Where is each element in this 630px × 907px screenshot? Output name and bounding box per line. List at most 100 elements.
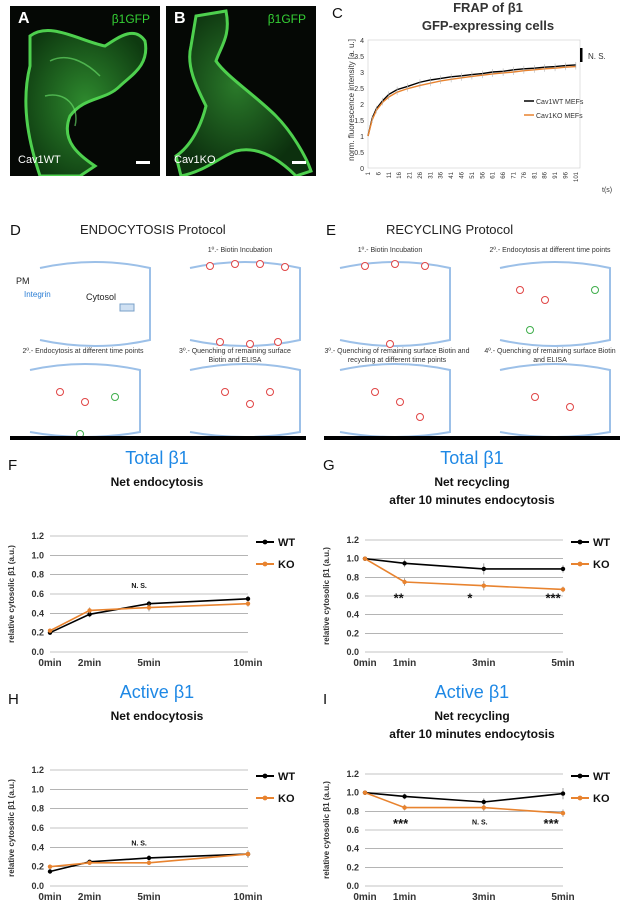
y-tick-label: 0.8 [346, 806, 359, 816]
frap-x-tick: 41 [449, 171, 455, 178]
endo-step-1: 1º.- Biotin Incubation [207, 247, 273, 254]
frap-ns-label: N. S. [588, 52, 606, 61]
chart-title: Net recycling [434, 475, 509, 489]
legend-marker-ko [577, 795, 583, 801]
x-tick-label: 0min [353, 892, 376, 903]
data-point-ko [481, 583, 486, 588]
legend-label-ko: Cav1KO MEFs [536, 113, 583, 120]
cell-diagram-rec-3 [499, 363, 611, 438]
data-point-wt [245, 596, 251, 602]
y-tick-label: 0.8 [31, 570, 44, 580]
frap-x-tick: 96 [563, 171, 569, 178]
y-tick-label: 1.2 [31, 531, 44, 541]
chart-subtitle: after 10 minutes endocytosis [389, 727, 555, 741]
frap-x-tick: 6 [376, 171, 382, 175]
data-point-wt [402, 794, 407, 799]
panel-letter-e: E [326, 222, 337, 239]
rec-step-1: 1º.- Biotin Incubation [357, 247, 423, 254]
y-tick-label: 0.2 [346, 628, 359, 638]
y-axis-label: relative cytosolic β1 (a.u.) [322, 781, 331, 879]
y-tick-label: 0.0 [31, 647, 44, 657]
cell-label-a: Cav1WT [18, 154, 61, 166]
chart-g: G Total β1 Net recycling after 10 minutes e… [322, 448, 610, 669]
rec-step-3: 3º.- Quenching of remaining surface Biot… [324, 348, 470, 364]
y-tick-label: 1.0 [346, 788, 359, 798]
series-line-ko [49, 602, 249, 632]
legend-label-wt: WT [278, 771, 295, 783]
data-point-ko [146, 860, 152, 865]
legend-label-wt: Cav1WT MEFs [536, 99, 584, 106]
x-tick-label: 2min [78, 892, 101, 903]
x-tick-label: 5min [137, 892, 160, 903]
data-point-ko [245, 601, 251, 606]
recycling-protocol-title: RECYCLING Protocol [386, 222, 514, 237]
frap-y-tick: 3 [360, 70, 364, 77]
panel-letter: F [8, 457, 17, 474]
section-divider-left [10, 436, 306, 440]
frap-y-tick: 1.5 [354, 118, 364, 125]
legend-marker-wt [577, 539, 583, 545]
frap-ns-bracket [580, 48, 583, 62]
data-point-wt [560, 566, 566, 572]
y-axis-label: relative cytosolic β1 (a.u.) [322, 547, 331, 645]
pm-label: PM [16, 276, 30, 286]
legend-marker-wt [262, 539, 268, 545]
frap-x-tick: 16 [397, 171, 403, 178]
legend-label-wt: WT [278, 537, 295, 549]
integrin-label: Integrin [24, 290, 51, 299]
marker-label-b: β1GFP [267, 12, 306, 26]
frap-x-tick: 1 [366, 171, 372, 175]
significance-annotation: *** [544, 816, 560, 831]
data-point-wt [481, 799, 486, 805]
frap-x-tick: 81 [532, 171, 538, 178]
y-tick-label: 0.8 [346, 572, 359, 582]
significance-annotation: * [467, 591, 473, 606]
y-tick-label: 0.4 [31, 608, 44, 618]
frap-y-tick: 1 [360, 134, 364, 141]
frap-x-tick: 21 [408, 171, 414, 178]
series-line-wt [49, 853, 249, 873]
data-point-ko [362, 790, 368, 795]
chart-title-top: Total β1 [125, 448, 188, 468]
micrograph-b: B β1GFP Cav1KO [166, 6, 316, 176]
series-line-ko [49, 853, 249, 868]
frap-y-tick: 0 [360, 166, 364, 173]
protocol-diagrams [29, 260, 611, 438]
y-tick-label: 0.6 [346, 825, 359, 835]
frap-x-tick: 76 [522, 171, 528, 178]
legend-marker-wt [262, 773, 268, 779]
frap-y-tick: 4 [360, 38, 364, 45]
panel-letter-c: C [332, 5, 343, 22]
frap-x-tick: 26 [418, 171, 424, 178]
data-point-ko [146, 605, 152, 610]
data-point-wt [47, 869, 53, 874]
cell-diagram-endo-2 [29, 363, 141, 438]
x-tick-label: 0min [38, 892, 61, 903]
y-tick-label: 0.2 [31, 628, 44, 638]
y-axis-label: relative cytosolic β1 (a.u.) [7, 545, 16, 643]
x-tick-label: 3min [472, 892, 495, 903]
cell-diagram-endo-1 [189, 260, 301, 348]
data-point-ko [362, 556, 368, 561]
series-line-ko [364, 557, 564, 591]
y-tick-label: 0.6 [346, 591, 359, 601]
y-tick-label: 1.0 [31, 550, 44, 560]
x-tick-label: 2min [78, 658, 101, 669]
significance-annotation: N. S. [472, 819, 488, 826]
data-point-ko [245, 851, 251, 857]
legend-label-wt: WT [593, 771, 610, 783]
legend-label-wt: WT [593, 537, 610, 549]
legend-marker-ko [262, 561, 268, 567]
chart-title: Net recycling [434, 709, 509, 723]
x-tick-label: 3min [472, 658, 495, 669]
panel-letter-d: D [10, 222, 21, 239]
legend-label-ko: KO [593, 559, 610, 571]
significance-annotation: N. S. [131, 840, 147, 847]
legend-marker-ko [577, 561, 583, 567]
y-tick-label: 1.2 [346, 769, 359, 779]
x-tick-label: 10min [234, 658, 263, 669]
y-tick-label: 0.8 [31, 804, 44, 814]
frap-y-tick: 0.5 [354, 150, 364, 157]
data-point-ko [87, 608, 92, 613]
y-tick-label: 1.0 [346, 554, 359, 564]
